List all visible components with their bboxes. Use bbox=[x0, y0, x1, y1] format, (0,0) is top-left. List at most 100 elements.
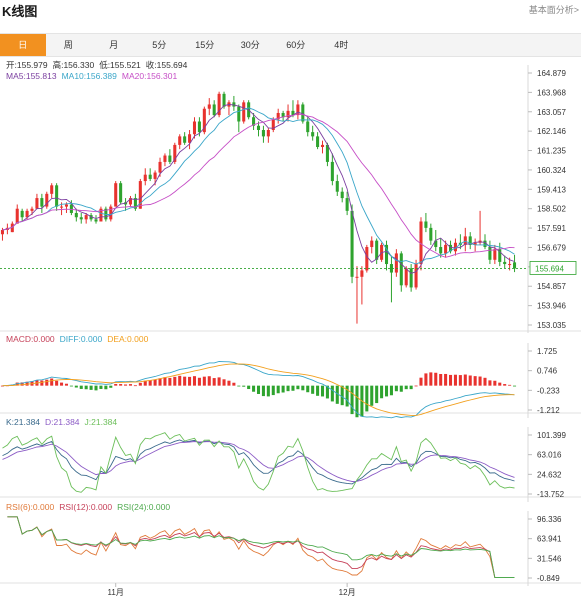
macd-bar bbox=[345, 385, 349, 407]
price-axis-tick-label: 164.879 bbox=[537, 69, 566, 78]
macd-bar bbox=[256, 385, 261, 394]
macd-bar bbox=[404, 385, 408, 390]
tab-15min[interactable]: 15分 bbox=[195, 40, 215, 50]
candle-body bbox=[94, 219, 98, 222]
candle-body bbox=[35, 198, 39, 209]
candle-body bbox=[498, 249, 502, 262]
tab-30min[interactable]: 30分 bbox=[240, 40, 260, 50]
macd-bar bbox=[133, 385, 137, 387]
candle-body bbox=[316, 136, 320, 148]
candle-body bbox=[25, 210, 29, 218]
candle-body bbox=[119, 183, 123, 203]
macd-bar bbox=[178, 375, 182, 386]
macd-bar bbox=[384, 385, 389, 397]
candle-body bbox=[271, 119, 275, 130]
macd-bar bbox=[296, 385, 300, 390]
macd-bar bbox=[247, 385, 251, 390]
tab-month[interactable]: 月 bbox=[109, 40, 119, 50]
candle-body bbox=[276, 112, 280, 120]
diff-line bbox=[2, 361, 515, 419]
candle-body bbox=[192, 121, 197, 135]
candle-body bbox=[453, 242, 457, 252]
macd-bar bbox=[232, 382, 236, 386]
macd-axis-tick-label: 0.746 bbox=[537, 367, 558, 376]
price-axis-tick-label: 158.502 bbox=[537, 205, 566, 214]
candle-body bbox=[449, 244, 453, 252]
price-axis-tick-label: 162.146 bbox=[537, 127, 566, 136]
macd-bar bbox=[50, 378, 54, 386]
candle-body bbox=[370, 240, 374, 248]
macd-bar bbox=[237, 385, 241, 387]
candle-body bbox=[429, 227, 433, 241]
macd-bar bbox=[424, 373, 428, 386]
candle-body bbox=[217, 93, 221, 116]
candle-body bbox=[158, 161, 162, 173]
candle-body bbox=[50, 185, 54, 194]
candle-body bbox=[207, 104, 211, 109]
tab-4hour[interactable]: 4时 bbox=[334, 40, 349, 50]
ma20-line bbox=[2, 113, 515, 258]
macd-bar bbox=[478, 376, 482, 386]
candle-body bbox=[261, 130, 265, 137]
macd-axis-tick-label: -0.233 bbox=[537, 386, 560, 395]
tab-day[interactable]: 日 bbox=[0, 34, 46, 56]
candle-body bbox=[79, 217, 83, 220]
macd-bar bbox=[227, 380, 231, 386]
macd-bar bbox=[493, 380, 497, 386]
macd-bar bbox=[192, 376, 197, 386]
macd-bar bbox=[40, 380, 44, 386]
price-axis-tick-label: 157.591 bbox=[537, 224, 566, 233]
candle-body bbox=[424, 221, 428, 228]
macd-bar bbox=[99, 385, 103, 389]
candle-body bbox=[296, 104, 300, 116]
macd-bar bbox=[375, 385, 379, 404]
candle-body bbox=[493, 249, 497, 260]
ma-legend: MA5:155.813 MA10:156.389 MA20:156.301 bbox=[6, 71, 177, 81]
candle-body bbox=[148, 174, 152, 179]
price-axis-tick-label: 153.035 bbox=[537, 321, 566, 330]
rsi-axis-tick-label: 31.546 bbox=[537, 554, 562, 563]
candle-body bbox=[30, 208, 34, 211]
macd-bar bbox=[266, 385, 270, 397]
rsi-axis-tick-label: 96.336 bbox=[537, 515, 562, 524]
candle-body bbox=[256, 125, 261, 130]
macd-bar bbox=[74, 385, 78, 388]
fundamental-analysis-link[interactable]: 基本面分析> bbox=[528, 5, 579, 15]
macd-bar bbox=[458, 375, 462, 386]
macd-bar bbox=[365, 385, 369, 412]
candle-body bbox=[350, 210, 354, 277]
candle-body bbox=[69, 204, 73, 213]
candle-body bbox=[483, 240, 487, 248]
candle-body bbox=[286, 110, 290, 118]
macd-bar bbox=[69, 385, 73, 387]
macd-bar bbox=[444, 373, 448, 386]
tab-week[interactable]: 周 bbox=[63, 40, 73, 50]
macd-bar bbox=[286, 385, 290, 392]
candle-body bbox=[355, 276, 359, 278]
rsi-axis-tick-label: 63.941 bbox=[537, 535, 562, 544]
candle-body bbox=[202, 108, 206, 133]
tab-60min[interactable]: 60分 bbox=[286, 40, 306, 50]
macd-bar bbox=[508, 384, 512, 386]
ma5-line bbox=[2, 104, 515, 274]
d-line bbox=[2, 441, 515, 482]
macd-bar bbox=[128, 384, 133, 386]
x-tick-label: 11月 bbox=[108, 588, 124, 597]
timeframe-tabs: 日 周 月 5分 15分 30分 60分 4时 bbox=[0, 33, 581, 57]
tab-5min[interactable]: 5分 bbox=[152, 40, 167, 50]
candle-body bbox=[99, 208, 103, 222]
kdj-axis-tick-label: 63.016 bbox=[537, 451, 562, 460]
candle-body bbox=[508, 264, 512, 266]
candle-body bbox=[365, 247, 369, 271]
macd-bar bbox=[513, 385, 517, 387]
macd-bar bbox=[488, 380, 492, 386]
rsi24-line bbox=[7, 516, 515, 578]
candle-body bbox=[360, 270, 364, 277]
candle-body bbox=[55, 185, 59, 207]
macd-bar bbox=[316, 385, 320, 396]
candle-body bbox=[252, 117, 256, 126]
candle-body bbox=[439, 247, 443, 254]
price-axis-tick-label: 160.324 bbox=[537, 166, 566, 175]
candle-body bbox=[222, 93, 226, 107]
